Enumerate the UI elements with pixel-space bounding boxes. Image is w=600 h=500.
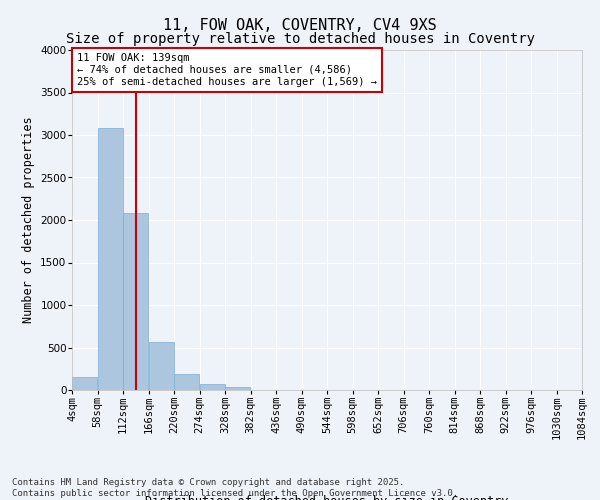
Bar [225, 388, 250, 390]
X-axis label: Distribution of detached houses by size in Coventry: Distribution of detached houses by size … [145, 495, 509, 500]
Bar [72, 377, 97, 390]
Text: Size of property relative to detached houses in Coventry: Size of property relative to detached ho… [65, 32, 535, 46]
Bar [123, 213, 148, 390]
Text: 11 FOW OAK: 139sqm
← 74% of detached houses are smaller (4,586)
25% of semi-deta: 11 FOW OAK: 139sqm ← 74% of detached hou… [77, 54, 377, 86]
Bar [149, 342, 174, 390]
Y-axis label: Number of detached properties: Number of detached properties [22, 116, 35, 324]
Bar [98, 128, 123, 390]
Text: 11, FOW OAK, COVENTRY, CV4 9XS: 11, FOW OAK, COVENTRY, CV4 9XS [163, 18, 437, 32]
Bar [200, 384, 225, 390]
Bar [174, 374, 199, 390]
Text: Contains HM Land Registry data © Crown copyright and database right 2025.
Contai: Contains HM Land Registry data © Crown c… [12, 478, 458, 498]
